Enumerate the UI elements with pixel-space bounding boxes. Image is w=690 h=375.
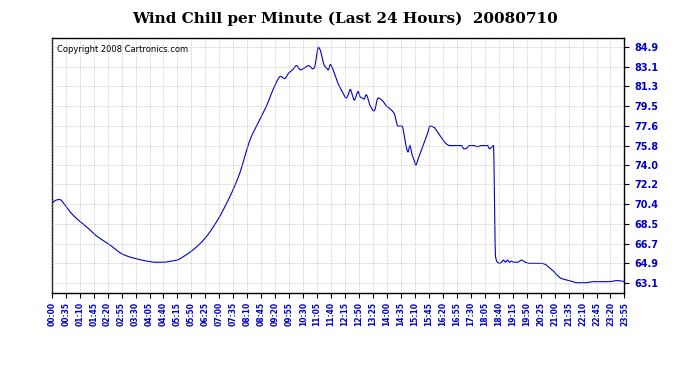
Text: Copyright 2008 Cartronics.com: Copyright 2008 Cartronics.com bbox=[57, 45, 188, 54]
Text: Wind Chill per Minute (Last 24 Hours)  20080710: Wind Chill per Minute (Last 24 Hours) 20… bbox=[132, 11, 558, 26]
